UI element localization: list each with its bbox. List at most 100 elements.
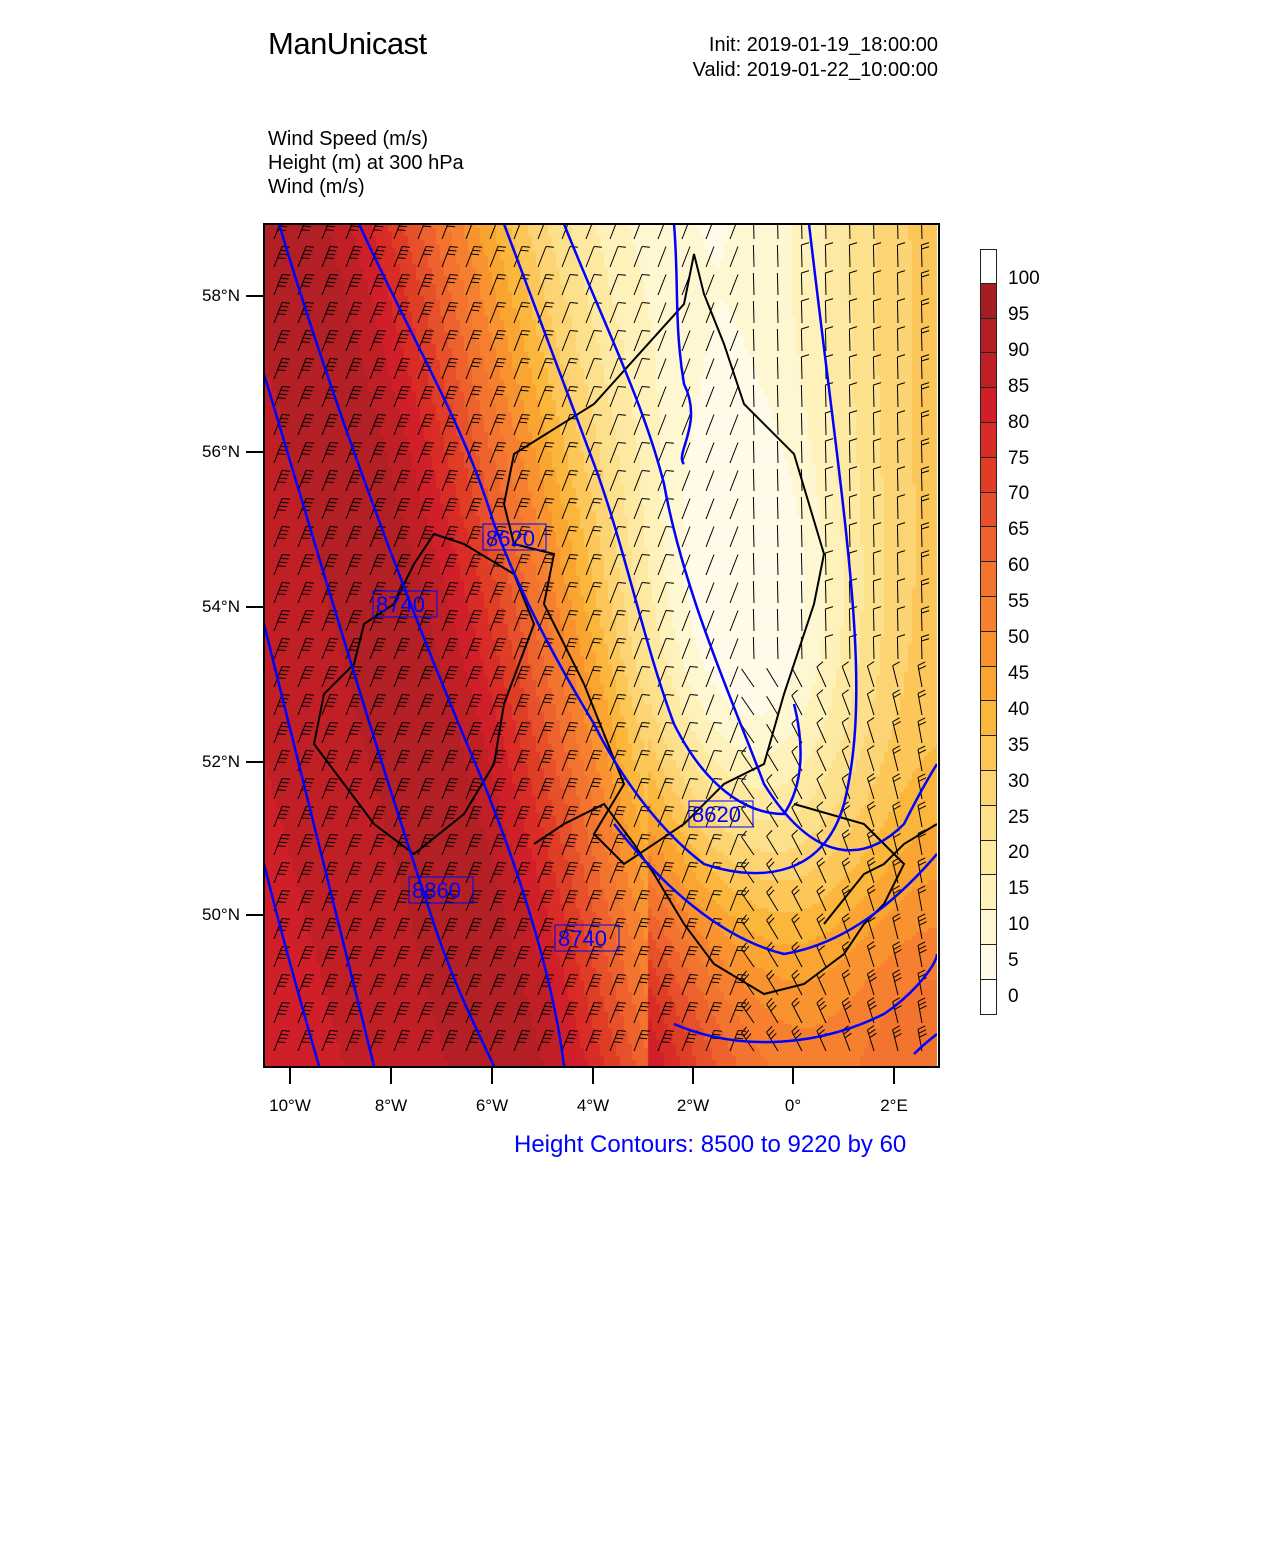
wind-barb	[920, 522, 930, 548]
wind-barb	[841, 745, 851, 772]
wind-barb	[705, 890, 723, 912]
wind-barb	[866, 885, 876, 912]
lat-tick	[246, 451, 264, 453]
wind-barb	[345, 890, 363, 912]
wind-barb	[872, 298, 882, 324]
wind-barb	[345, 246, 363, 268]
wind-barb	[393, 1002, 411, 1024]
wind-barb	[824, 242, 834, 268]
wind-barb	[872, 578, 882, 604]
wind-barb	[609, 638, 627, 660]
wind-barb	[561, 806, 579, 828]
wind-barb	[441, 890, 459, 912]
colorbar-label: 80	[1008, 411, 1030, 433]
wind-barb	[609, 946, 627, 968]
wind-barb	[633, 358, 651, 380]
wind-barb	[513, 946, 531, 968]
wind-barb	[417, 526, 435, 548]
wind-barb	[681, 946, 699, 968]
wind-barb	[657, 274, 667, 296]
wind-barb	[273, 582, 291, 604]
wind-barb	[321, 974, 339, 996]
wind-barb	[489, 224, 497, 240]
lon-tick	[792, 1066, 794, 1084]
wind-barb	[537, 442, 555, 464]
wind-barb	[369, 638, 387, 660]
wind-barb	[537, 918, 555, 940]
wind-barb	[297, 722, 315, 744]
wind-barb	[513, 806, 531, 828]
wind-barb	[917, 941, 927, 968]
wind-barb	[657, 302, 667, 324]
wind-barb	[489, 834, 507, 856]
wind-barb	[441, 1030, 459, 1052]
wind-barb	[848, 438, 858, 464]
lon-tick	[289, 1066, 291, 1084]
wind-barb	[369, 890, 387, 912]
wind-barb	[297, 834, 315, 856]
wind-barb	[585, 890, 603, 912]
wind-barb	[609, 722, 627, 744]
colorbar-swatch	[980, 770, 997, 806]
wind-barb	[633, 1030, 651, 1052]
wind-barb	[633, 386, 651, 408]
wind-barb	[345, 918, 363, 940]
wind-barb	[345, 358, 363, 380]
wind-barb	[892, 1025, 902, 1052]
wind-barb	[465, 582, 483, 604]
wind-barb	[441, 554, 459, 576]
wind-barb	[345, 386, 363, 408]
wind-barb	[465, 246, 483, 268]
wind-barb	[752, 384, 755, 408]
wind-barb	[657, 330, 667, 352]
wind-barb	[609, 302, 627, 324]
wind-barb	[872, 634, 882, 660]
wind-barb	[920, 634, 930, 660]
wind-barb	[896, 606, 906, 632]
wind-barb	[561, 386, 579, 408]
colorbar-swatch	[980, 492, 997, 528]
wind-barb	[681, 1002, 699, 1024]
wind-barb	[705, 554, 715, 576]
wind-barb	[741, 914, 755, 940]
wind-barb	[705, 1002, 723, 1024]
wind-barb	[345, 554, 363, 576]
wind-barb	[816, 801, 827, 828]
wind-barb	[273, 224, 288, 240]
wind-barb	[752, 412, 755, 436]
wind-barb	[489, 554, 507, 576]
contour-label: 8740	[558, 926, 607, 951]
wind-barb	[729, 330, 739, 352]
wind-barb	[537, 638, 555, 660]
wind-barb	[537, 224, 545, 240]
field-description: Height (m) at 300 hPa	[268, 152, 464, 174]
wind-barb	[297, 274, 315, 296]
wind-barb	[917, 969, 927, 996]
wind-barb	[417, 1030, 435, 1052]
wind-barb	[393, 750, 411, 772]
wind-barb	[705, 750, 723, 772]
wind-barb	[441, 582, 459, 604]
wind-barb	[585, 1002, 603, 1024]
wind-barb	[393, 246, 411, 268]
wind-barb	[273, 470, 291, 492]
wind-barb	[800, 354, 810, 380]
wind-barb	[681, 722, 699, 744]
wind-barb	[872, 326, 882, 352]
wind-barb	[369, 946, 387, 968]
wind-barb	[585, 302, 603, 324]
wind-barb	[561, 442, 579, 464]
wind-barb	[824, 298, 834, 324]
wind-barb	[729, 386, 739, 408]
wind-barb	[848, 466, 858, 492]
wind-barb	[297, 302, 315, 324]
wind-barb	[841, 1025, 852, 1052]
wind-barb	[896, 298, 906, 324]
wind-barb	[872, 354, 882, 380]
wind-barb	[824, 634, 834, 660]
wind-barb	[345, 610, 363, 632]
wind-barb	[657, 246, 667, 268]
wind-barb	[369, 834, 387, 856]
wind-barb	[537, 750, 555, 772]
wind-barb	[681, 554, 691, 576]
